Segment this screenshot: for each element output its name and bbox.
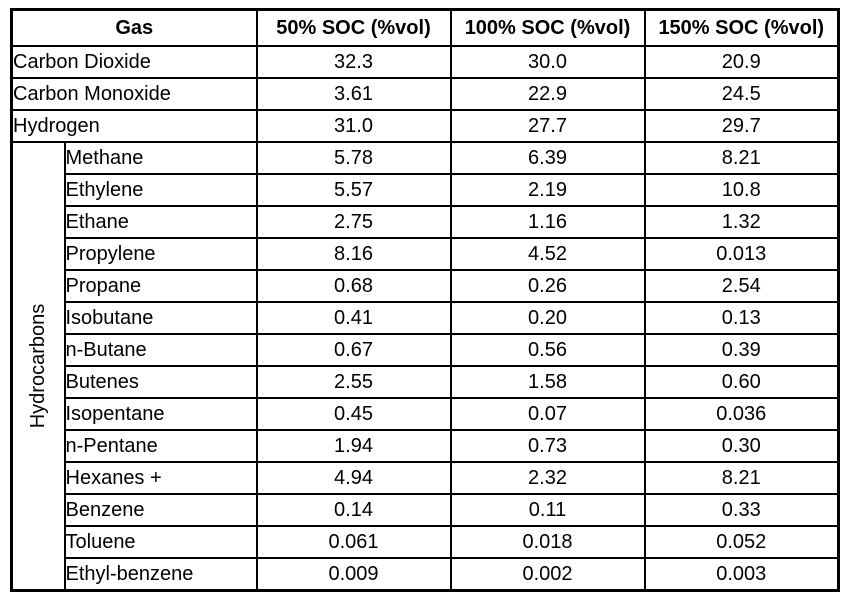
gas-name-cell: Butenes — [63, 365, 258, 399]
gas-name-cell: Methane — [63, 141, 258, 175]
value-cell: 0.73 — [449, 429, 646, 463]
value-cell: 1.94 — [255, 429, 452, 463]
table-row: Hexanes + 4.94 2.32 8.21 — [12, 461, 840, 495]
table-row: Butenes 2.55 1.58 0.60 — [12, 365, 840, 399]
gas-name-cell: Propane — [63, 269, 258, 303]
gas-name-cell: Carbon Monoxide — [10, 77, 258, 111]
gas-name-cell: Isopentane — [63, 397, 258, 431]
value-cell: 6.39 — [449, 141, 646, 175]
value-cell: 2.55 — [255, 365, 452, 399]
value-cell: 22.9 — [449, 77, 646, 111]
table-row: Isobutane 0.41 0.20 0.13 — [12, 301, 840, 335]
table-row: n-Pentane 1.94 0.73 0.30 — [12, 429, 840, 463]
value-cell: 1.16 — [449, 205, 646, 239]
value-cell: 0.14 — [255, 493, 452, 527]
column-header-soc50: 50% SOC (%vol) — [255, 8, 452, 47]
value-cell: 0.052 — [643, 525, 840, 559]
value-cell: 8.21 — [643, 141, 840, 175]
value-cell: 5.78 — [255, 141, 452, 175]
value-cell: 3.61 — [255, 77, 452, 111]
value-cell: 20.9 — [643, 45, 840, 79]
gas-name-cell: Ethyl-benzene — [63, 557, 258, 592]
table-row: Propane 0.68 0.26 2.54 — [12, 269, 840, 303]
value-cell: 32.3 — [255, 45, 452, 79]
table-row: n-Butane 0.67 0.56 0.39 — [12, 333, 840, 367]
gas-name-cell: Isobutane — [63, 301, 258, 335]
value-cell: 0.061 — [255, 525, 452, 559]
value-cell: 2.75 — [255, 205, 452, 239]
value-cell: 0.45 — [255, 397, 452, 431]
value-cell: 0.018 — [449, 525, 646, 559]
gas-name-cell: Propylene — [63, 237, 258, 271]
value-cell: 0.009 — [255, 557, 452, 592]
value-cell: 27.7 — [449, 109, 646, 143]
table-row: Toluene 0.061 0.018 0.052 — [12, 525, 840, 559]
value-cell: 0.30 — [643, 429, 840, 463]
gas-composition-table: Gas 50% SOC (%vol) 100% SOC (%vol) 150% … — [10, 8, 840, 592]
value-cell: 0.56 — [449, 333, 646, 367]
value-cell: 0.036 — [643, 397, 840, 431]
value-cell: 0.39 — [643, 333, 840, 367]
table-row: Propylene 8.16 4.52 0.013 — [12, 237, 840, 271]
value-cell: 4.52 — [449, 237, 646, 271]
value-cell: 0.003 — [643, 557, 840, 592]
value-cell: 2.32 — [449, 461, 646, 495]
table-row: Carbon Dioxide 32.3 30.0 20.9 — [10, 45, 840, 79]
gas-name-cell: n-Butane — [63, 333, 258, 367]
table-row: Benzene 0.14 0.11 0.33 — [12, 493, 840, 527]
gas-name-cell: Ethane — [63, 205, 258, 239]
hydrocarbons-group-label: Hydrocarbons — [27, 303, 50, 429]
value-cell: 0.26 — [449, 269, 646, 303]
header-row: Gas 50% SOC (%vol) 100% SOC (%vol) 150% … — [10, 8, 840, 47]
table-row: Ethane 2.75 1.16 1.32 — [12, 205, 840, 239]
value-cell: 10.8 — [643, 173, 840, 207]
value-cell: 0.11 — [449, 493, 646, 527]
value-cell: 8.21 — [643, 461, 840, 495]
gas-name-cell: Hydrogen — [10, 109, 258, 143]
value-cell: 31.0 — [255, 109, 452, 143]
column-header-soc150: 150% SOC (%vol) — [643, 8, 840, 47]
table-row: Ethyl-benzene 0.009 0.002 0.003 — [12, 557, 840, 592]
column-header-soc100: 100% SOC (%vol) — [449, 8, 646, 47]
value-cell: 24.5 — [643, 77, 840, 111]
gas-name-cell: Ethylene — [63, 173, 258, 207]
value-cell: 0.013 — [643, 237, 840, 271]
document-page: Gas 50% SOC (%vol) 100% SOC (%vol) 150% … — [10, 8, 840, 592]
table-row: Hydrogen 31.0 27.7 29.7 — [10, 109, 840, 143]
table-row: Ethylene 5.57 2.19 10.8 — [12, 173, 840, 207]
hydrocarbons-group-cell: Hydrocarbons — [10, 141, 66, 592]
value-cell: 8.16 — [255, 237, 452, 271]
value-cell: 0.60 — [643, 365, 840, 399]
gas-name-cell: n-Pentane — [63, 429, 258, 463]
value-cell: 0.13 — [643, 301, 840, 335]
gas-name-cell: Benzene — [63, 493, 258, 527]
value-cell: 29.7 — [643, 109, 840, 143]
gas-name-cell: Toluene — [63, 525, 258, 559]
column-header-gas: Gas — [10, 8, 258, 47]
value-cell: 0.20 — [449, 301, 646, 335]
value-cell: 2.19 — [449, 173, 646, 207]
value-cell: 0.33 — [643, 493, 840, 527]
table-row: Carbon Monoxide 3.61 22.9 24.5 — [10, 77, 840, 111]
value-cell: 0.68 — [255, 269, 452, 303]
gas-name-cell: Carbon Dioxide — [10, 45, 258, 79]
value-cell: 1.32 — [643, 205, 840, 239]
value-cell: 1.58 — [449, 365, 646, 399]
table-row: Hydrocarbons Methane 5.78 6.39 8.21 — [10, 141, 840, 592]
value-cell: 0.41 — [255, 301, 452, 335]
value-cell: 0.67 — [255, 333, 452, 367]
value-cell: 0.002 — [449, 557, 646, 592]
table-row: Isopentane 0.45 0.07 0.036 — [12, 397, 840, 431]
value-cell: 0.07 — [449, 397, 646, 431]
value-cell: 5.57 — [255, 173, 452, 207]
gas-name-cell: Hexanes + — [63, 461, 258, 495]
value-cell: 30.0 — [449, 45, 646, 79]
value-cell: 4.94 — [255, 461, 452, 495]
value-cell: 2.54 — [643, 269, 840, 303]
